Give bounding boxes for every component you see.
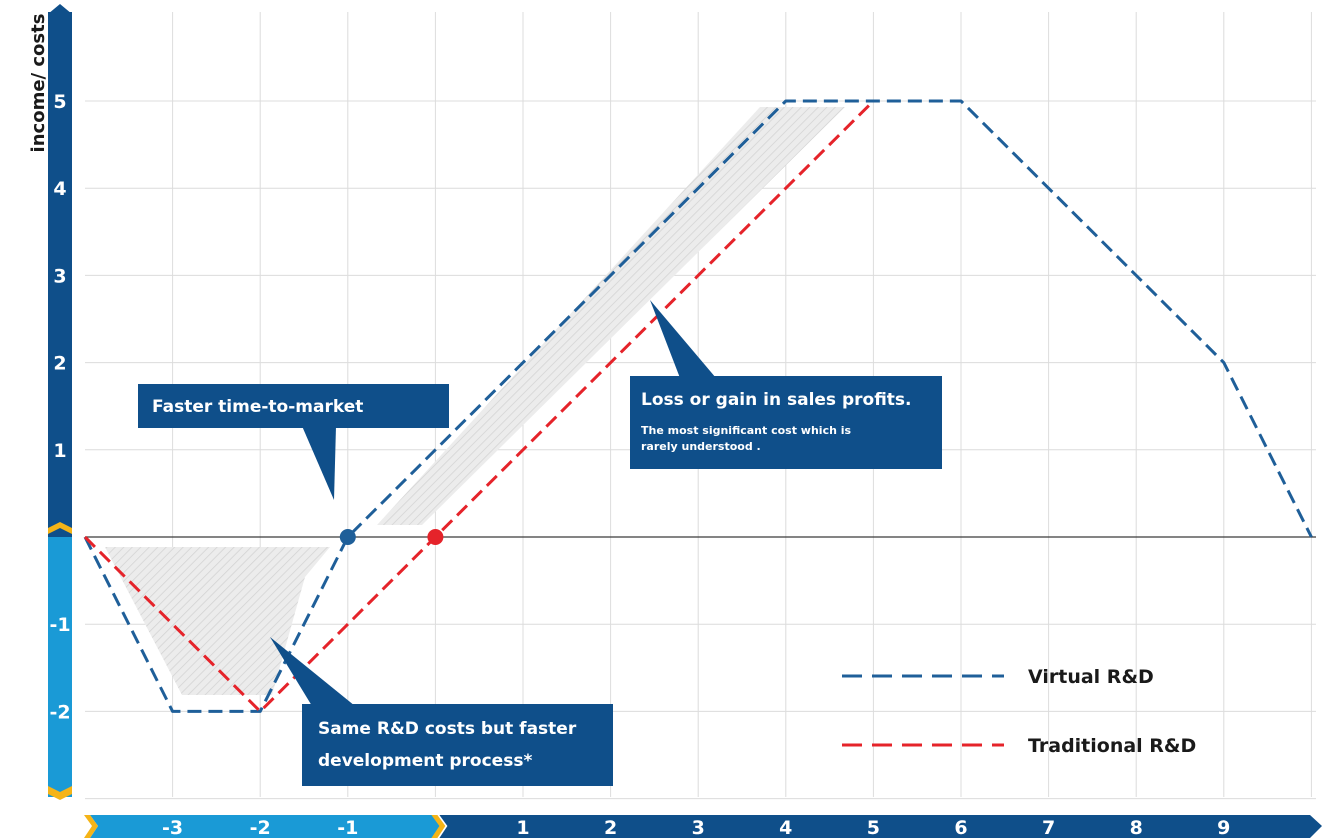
x-tick-label: 7 — [1042, 817, 1055, 838]
y-tick-label: 5 — [53, 91, 66, 113]
x-tick-label: -3 — [162, 817, 183, 838]
legend-label-traditional: Traditional R&D — [1028, 735, 1196, 757]
callout-loss-sub-line-1: The most significant cost which is — [641, 424, 852, 437]
x-axis: -3 -2 -1 1 2 3 4 5 6 7 8 9 — [84, 815, 1322, 838]
legend-label-virtual: Virtual R&D — [1028, 666, 1154, 688]
x-tick-label: 3 — [692, 817, 705, 838]
x-tick-label: 1 — [516, 817, 529, 838]
x-tick-label: 6 — [954, 817, 967, 838]
marker-traditional-r-d — [427, 529, 444, 545]
y-tick-label: 3 — [53, 265, 66, 287]
callout-loss-sub-line-2: rarely understood . — [641, 440, 761, 453]
callout-faster-box — [138, 384, 449, 428]
callout-loss-box — [630, 376, 942, 469]
series-line-traditional-r-d — [83, 99, 875, 713]
y-axis-bar-positive — [48, 12, 72, 537]
y-tick-label: -2 — [49, 701, 70, 723]
shade-area-costs — [105, 547, 330, 695]
y-axis-chevron-mid — [48, 522, 72, 534]
callout-faster-title: Faster time-to-market — [152, 397, 363, 417]
x-tick-label: 9 — [1217, 817, 1230, 838]
callout-same-box — [302, 704, 613, 786]
series-line-virtual-r-d — [83, 99, 1313, 713]
series-group — [83, 99, 1313, 713]
y-tick-label: 2 — [53, 353, 66, 375]
x-axis-chevron-mid — [431, 815, 446, 838]
y-tick-label: -1 — [49, 614, 70, 636]
markers-group — [339, 529, 444, 545]
callout-loss-pointer — [650, 300, 716, 378]
x-tick-label: -1 — [337, 817, 358, 838]
shade-area-profits — [377, 107, 845, 525]
x-tick-label: 4 — [779, 817, 792, 838]
y-tick-label: 4 — [53, 178, 66, 200]
callout-same-title-line-1: Same R&D costs but faster — [318, 719, 577, 739]
y-axis: -2 -1 1 2 3 4 5 — [48, 4, 72, 800]
y-axis-bar-negative — [48, 537, 72, 797]
callout-same-title-line-2: development process* — [318, 751, 532, 771]
callout-loss-or-gain: Loss or gain in sales profits. The most … — [630, 300, 942, 469]
y-axis-label: income/ costs — [28, 14, 49, 153]
x-tick-label: 5 — [867, 817, 880, 838]
callout-faster-time-to-market: Faster time-to-market — [138, 384, 449, 500]
callout-same-rd-costs: Same R&D costs but faster development pr… — [270, 637, 613, 786]
callout-same-pointer — [270, 637, 355, 706]
x-tick-label: 8 — [1130, 817, 1143, 838]
x-tick-label: -2 — [250, 817, 271, 838]
y-axis-arrow-top — [48, 4, 72, 14]
x-axis-chevron-left — [84, 815, 98, 838]
callout-loss-title: Loss or gain in sales profits. — [641, 390, 912, 410]
marker-virtual-r-d — [339, 529, 356, 545]
y-tick-label: 1 — [53, 440, 66, 462]
legend: Virtual R&D Traditional R&D — [842, 666, 1196, 757]
y-axis-chevron-bottom — [48, 786, 72, 800]
x-tick-label: 2 — [604, 817, 617, 838]
x-axis-bar-positive — [439, 815, 1322, 838]
callout-faster-pointer — [302, 426, 336, 500]
x-axis-bar-negative — [90, 815, 444, 838]
